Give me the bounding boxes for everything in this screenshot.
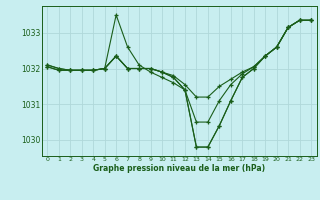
X-axis label: Graphe pression niveau de la mer (hPa): Graphe pression niveau de la mer (hPa) [93, 164, 265, 173]
